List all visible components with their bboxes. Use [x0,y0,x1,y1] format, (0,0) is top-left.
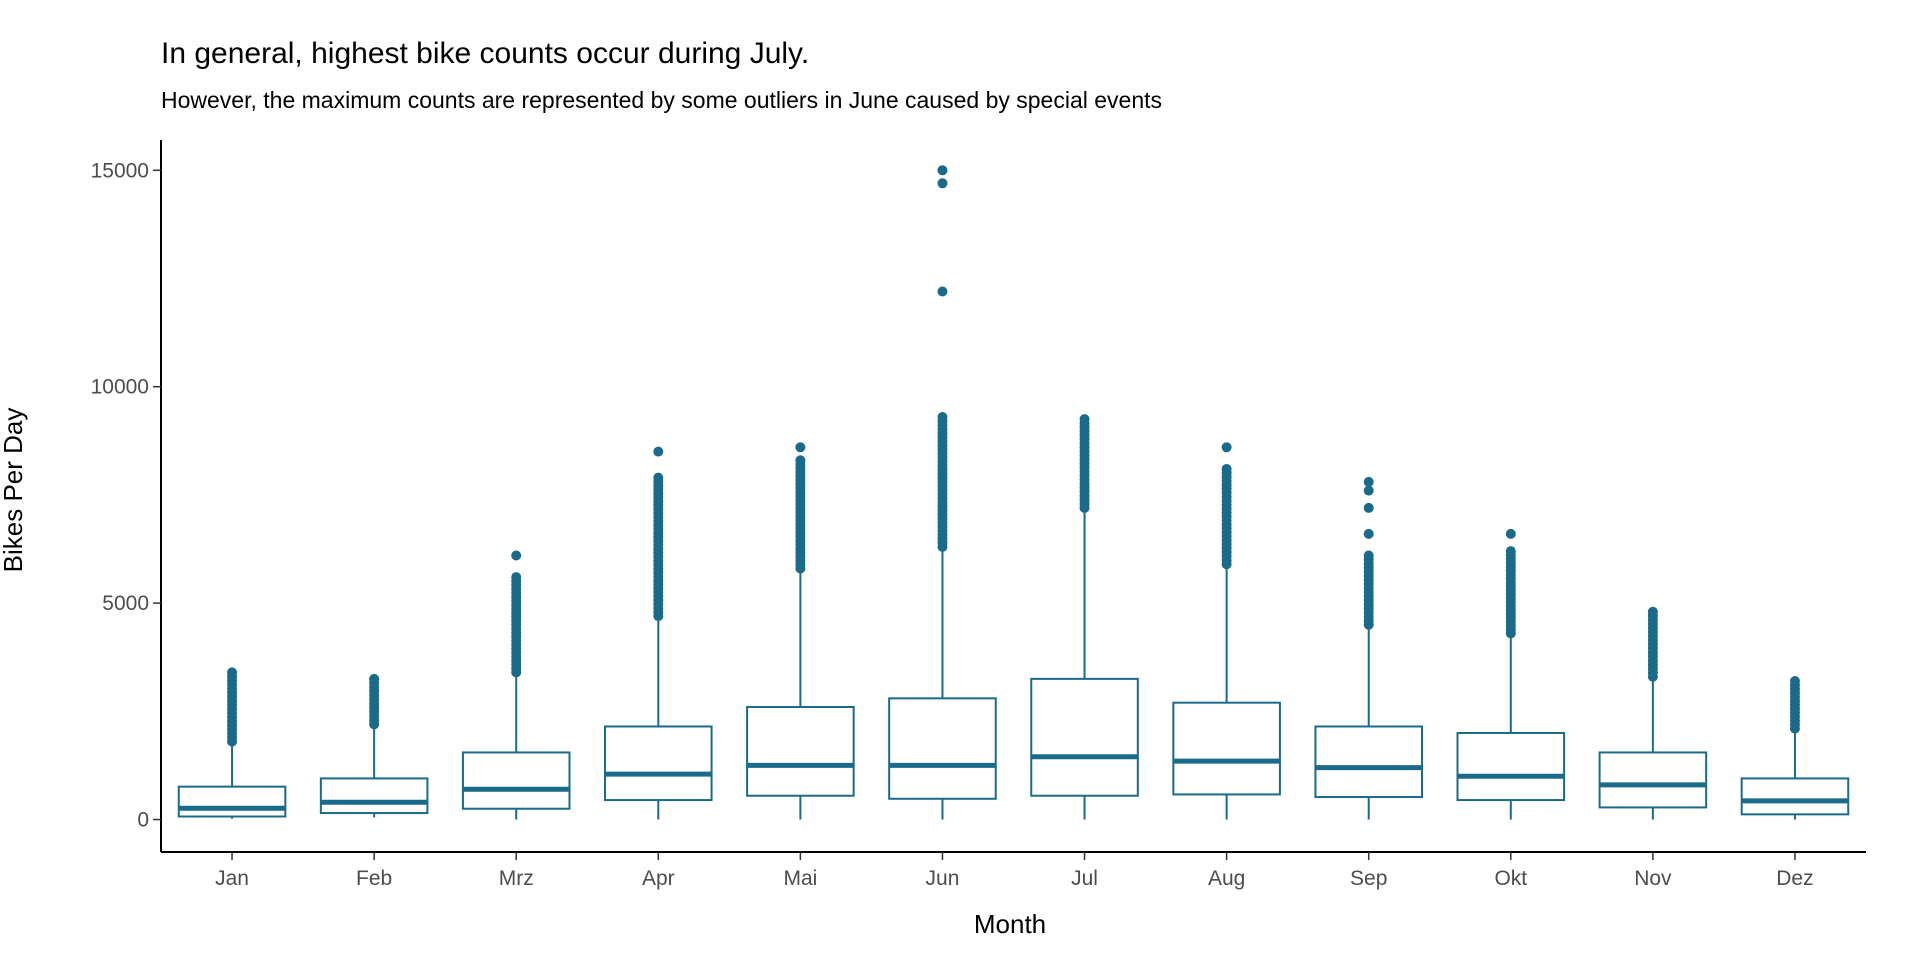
outlier-point [1363,550,1374,561]
outlier-point [795,442,806,453]
outlier-point [1363,485,1374,496]
outlier-point [1363,528,1374,539]
y-tick-label: 0 [137,809,149,832]
x-tick-label: Mrz [499,867,534,890]
x-tick-label: Dez [1776,867,1813,890]
outlier-point [1363,476,1374,487]
outlier-point [1789,676,1800,687]
outlier-point [937,286,948,297]
iqr-box [1456,731,1566,802]
outlier-point [1079,414,1090,425]
x-tick-label: Jul [1071,867,1098,890]
x-tick-label: Okt [1494,867,1527,890]
x-tick-label: Apr [642,867,675,890]
iqr-box [1172,701,1281,796]
y-tick-label: 5000 [102,592,149,615]
iqr-box [461,751,571,810]
x-tick-label: Sep [1350,867,1387,890]
outlier-point [1363,502,1374,513]
chart-title: In general, highest bike counts occur du… [161,37,809,70]
x-tick-label: Jun [926,867,960,890]
chart-subtitle: However, the maximum counts are represen… [161,87,1162,113]
x-tick-label: Mai [783,867,817,890]
iqr-box [604,725,713,802]
iqr-box [888,697,997,800]
x-tick-label: Feb [356,867,392,890]
y-tick-label: 10000 [91,376,149,399]
y-tick-label: 15000 [91,159,149,182]
iqr-box [1314,725,1423,799]
iqr-box [1740,777,1850,816]
iqr-box [177,785,287,818]
outlier-point [227,667,238,678]
outlier-point [1221,442,1232,453]
plot-area: 0 5000 10000 15000 Jan Feb Mrz Apr Mai Jun Jul Aug S… [91,140,1866,890]
outlier-point [937,165,948,176]
iqr-box [319,777,429,815]
outlier-point [653,446,664,457]
x-tick-label: Aug [1208,867,1245,890]
outlier-point [1505,528,1516,539]
outlier-point [795,455,806,466]
y-axis-title: Bikes Per Day [0,408,28,573]
outlier-point [937,178,948,189]
outlier-point [511,550,522,561]
x-axis-title: Month [974,909,1046,939]
outlier-point [937,412,948,423]
iqr-box [746,706,855,797]
x-tick-label: Nov [1634,867,1672,890]
outlier-point [653,472,664,483]
iqr-box [1030,677,1139,797]
iqr-box [1598,751,1708,809]
outlier-point [1647,606,1658,617]
outlier-point [369,673,380,684]
outlier-point [1505,546,1516,557]
outlier-point [511,572,522,583]
x-tick-label: Jan [215,867,249,890]
outlier-point [1221,463,1232,474]
